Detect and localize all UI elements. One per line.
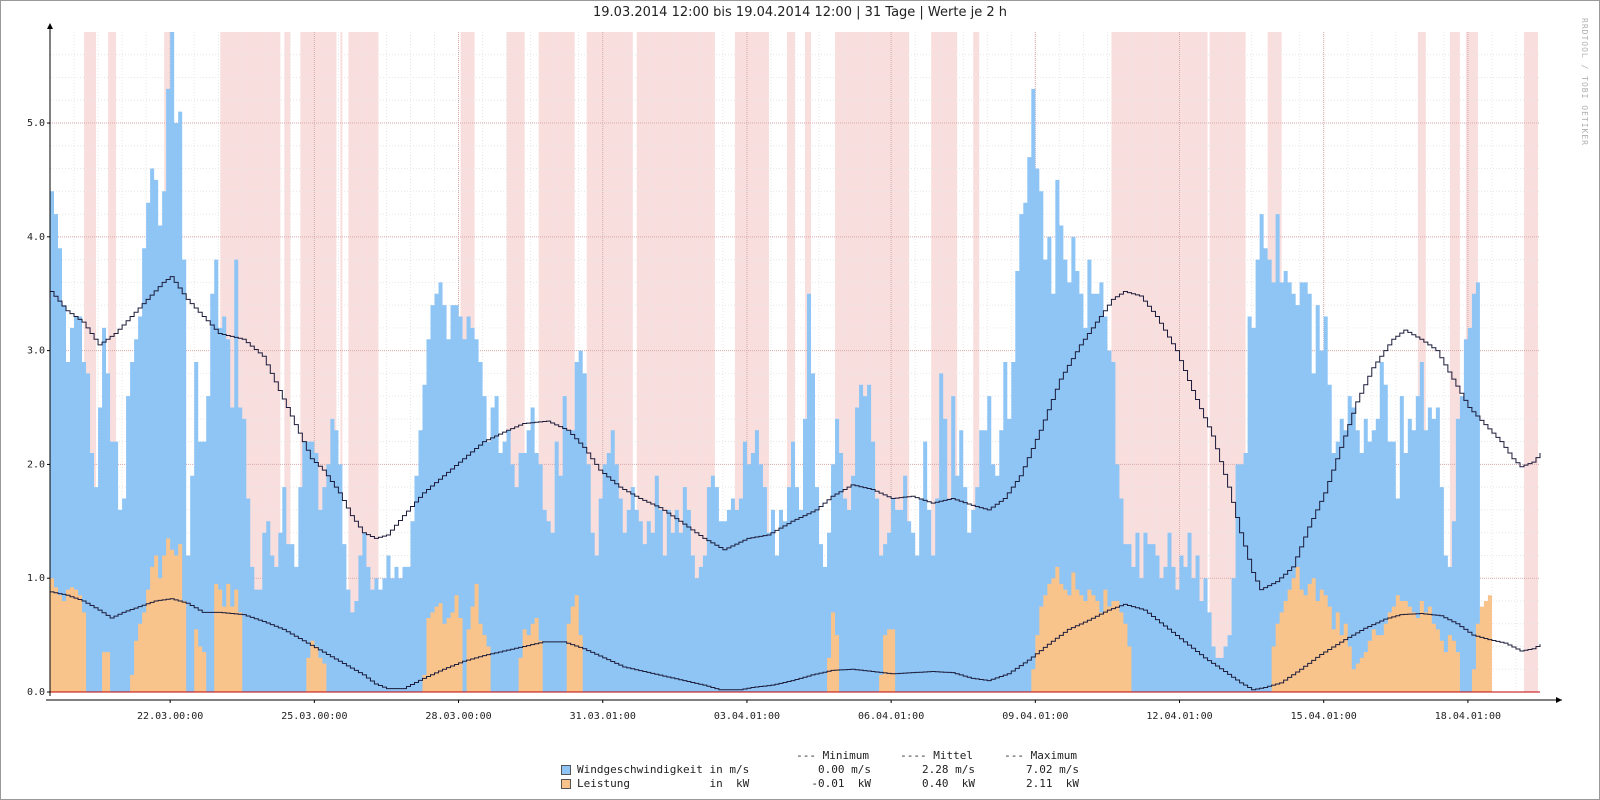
legend-mean-power: 0.40 kW bbox=[922, 777, 975, 790]
y-tick-label: 5.0 bbox=[27, 118, 45, 129]
watermark-text: RRDTOOL / TOBI OETIKER bbox=[1580, 18, 1589, 146]
legend-min-power: -0.01 kW bbox=[811, 777, 871, 790]
legend-row-power: Leistung in kW -0.01 kW 0.40 kW 2.11 kW bbox=[561, 777, 1079, 791]
y-tick-label: 1.0 bbox=[27, 573, 45, 584]
chart-title: 19.03.2014 12:00 bis 19.04.2014 12:00 | … bbox=[593, 5, 1007, 20]
power-area bbox=[50, 538, 1492, 692]
legend-header-min: --- Minimum bbox=[796, 749, 869, 762]
legend-label-power: Leistung in kW bbox=[577, 777, 750, 790]
x-tick-label: 31.03.01:00 bbox=[570, 711, 636, 722]
wind-speed-area bbox=[50, 32, 1480, 692]
x-tick-label: 28.03.00:00 bbox=[425, 711, 491, 722]
legend-header: --- Minimum ---- Mittel --- Maximum bbox=[561, 749, 1079, 763]
legend-mean-wind: 2.28 m/s bbox=[922, 763, 975, 776]
y-axis-arrow bbox=[47, 23, 53, 29]
x-tick-label: 12.04.01:00 bbox=[1146, 711, 1212, 722]
tick-labels: 0.0 1.0 2.0 3.0 4.0 5.0 22.03.00:00 25.03.00:00… bbox=[27, 118, 1501, 722]
night-band bbox=[284, 32, 291, 692]
legend-row-wind: Windgeschwindigkeit in m/s 0.00 m/s 2.28… bbox=[561, 763, 1079, 777]
x-tick-label: 03.04.01:00 bbox=[714, 711, 780, 722]
x-tick-label: 09.04.01:00 bbox=[1002, 711, 1068, 722]
legend-label-wind: Windgeschwindigkeit in m/s bbox=[577, 763, 750, 776]
x-tick-label: 22.03.00:00 bbox=[137, 711, 203, 722]
night-band bbox=[108, 32, 117, 692]
power-area-series bbox=[50, 538, 1492, 692]
x-tick-label: 18.04.01:00 bbox=[1435, 711, 1501, 722]
legend-min-wind: 0.00 m/s bbox=[818, 763, 871, 776]
night-band bbox=[973, 32, 980, 692]
wind-mean-line bbox=[50, 276, 1541, 591]
wind-area-series bbox=[50, 32, 1480, 692]
x-axis-arrow bbox=[1556, 697, 1562, 703]
y-tick-label: 2.0 bbox=[27, 459, 45, 470]
night-band bbox=[340, 32, 343, 692]
legend-header-max: --- Maximum bbox=[1004, 749, 1077, 762]
legend-header-mean: ---- Mittel bbox=[900, 749, 973, 762]
y-tick-label: 3.0 bbox=[27, 346, 45, 357]
x-tick-label: 06.04.01:00 bbox=[858, 711, 924, 722]
x-tick-label: 25.03.00:00 bbox=[281, 711, 347, 722]
night-band bbox=[786, 32, 795, 692]
legend-swatch-wind bbox=[561, 765, 571, 775]
legend-max-wind: 7.02 m/s bbox=[1026, 763, 1079, 776]
axes bbox=[46, 23, 1562, 703]
x-tick-label: 15.04.01:00 bbox=[1291, 711, 1357, 722]
mean-lines bbox=[50, 276, 1541, 693]
night-band bbox=[1449, 32, 1460, 692]
power-mean-line bbox=[50, 591, 1541, 691]
y-tick-label: 0.0 bbox=[27, 687, 45, 698]
legend: --- Minimum ---- Mittel --- Maximum Wind… bbox=[561, 749, 1079, 791]
legend-swatch-power bbox=[561, 779, 571, 789]
legend-max-power: 2.11 kW bbox=[1026, 777, 1079, 790]
y-tick-label: 4.0 bbox=[27, 232, 45, 243]
night-band bbox=[1523, 32, 1538, 692]
